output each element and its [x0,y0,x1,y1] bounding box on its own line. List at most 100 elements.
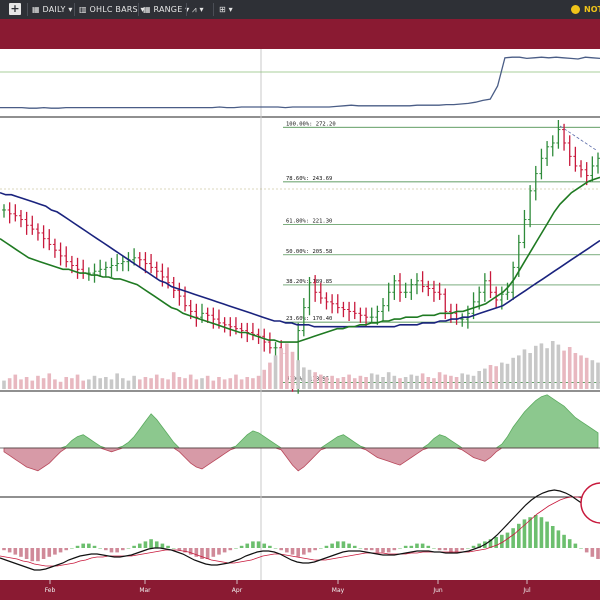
macd-histogram-bar [539,517,544,548]
volume-bar [562,350,566,389]
macd-histogram-bar [471,545,476,548]
volume-bar [381,377,385,389]
bars-icon: ▥ [79,5,90,14]
indicators-dropdown[interactable]: ⩘ ▾ [192,4,204,15]
macd-histogram-bar [194,548,199,557]
notifications-button[interactable]: NOT [571,2,600,17]
volume-bar [256,375,261,389]
macd-histogram-bar [415,543,419,548]
macd-histogram-bar [279,548,283,551]
volume-bar [341,377,346,389]
line-chart-icon: ⩘ [192,5,197,14]
macd-histogram-bar [341,541,346,548]
volume-bar [369,373,374,389]
macd-histogram-bar [87,543,91,548]
volume-bar [285,343,289,389]
macd-histogram-bar [13,548,18,555]
volume-bar [584,357,589,389]
fibonacci-level-label: 23.60%: 170.40 [286,316,332,322]
volume-bar [420,373,425,389]
volume-bar [115,373,119,389]
macd-histogram-bar [228,548,233,551]
range-dropdown[interactable]: ▦ RANGE ▾ [143,4,189,15]
chevron-down-icon: ▾ [65,5,73,14]
macd-histogram-bar [154,541,159,548]
volume-bar [36,375,40,389]
volume-bar [302,367,306,389]
layout-dropdown[interactable]: ⊞ ▾ [219,4,233,15]
macd-histogram-bar [466,548,470,549]
chevron-down-icon: ▾ [137,5,145,14]
volume-bar [104,377,108,389]
volume-bar [505,363,510,389]
macd-histogram-bar [70,548,74,549]
macd-histogram-bar [573,543,578,548]
volume-bar [386,372,391,389]
volume-bar [188,374,193,389]
macd-histogram-bar [268,545,272,548]
macd-histogram-bar [500,534,504,548]
volume-bar [7,378,12,389]
fibonacci-level-label: 61.80%: 221.30 [286,219,332,225]
macd-histogram-bar [528,517,532,548]
volume-bar [443,374,448,389]
volume-bar [24,377,29,389]
macd-histogram-bar [409,545,414,548]
slow-moving-average-line [0,191,600,328]
interval-dropdown[interactable]: ▦ DAILY ▾ [32,4,73,15]
momentum-pane [0,394,600,472]
macd-histogram-bar [302,548,306,555]
volume-bar [471,375,476,389]
macd-histogram-bar [596,548,600,559]
chart-type-label: OHLC BARS [89,5,138,14]
volume-bar [392,375,397,389]
fibonacci-level-label: 78.60%: 243.69 [286,176,332,182]
volume-bar [19,379,23,389]
add-chart-button[interactable]: + [9,2,21,15]
volume-bar [466,374,470,389]
chevron-down-icon: ▾ [185,5,190,14]
fibonacci-level-label: 0.00%: 138.95 [286,376,329,382]
volume-bar [415,375,419,389]
macd-histogram-bar [200,548,204,559]
chart-type-dropdown[interactable]: ▥ OHLC BARS ▾ [79,4,145,15]
macd-histogram-bar [381,548,385,553]
macd-histogram-bar [188,548,193,555]
volume-bar [228,378,233,389]
volume-bar [352,378,357,389]
range-label: RANGE [153,5,183,14]
volume-bar [528,353,532,389]
volume-bar [539,343,544,389]
momentum-positive-area [4,394,599,449]
macd-histogram-bar [392,548,397,551]
macd-histogram-bar [460,548,465,551]
macd-histogram-bar [386,548,391,553]
macd-histogram-bar [584,548,589,553]
macd-histogram-bar [245,543,250,548]
volume-bar [98,378,102,389]
volume-bar [347,374,351,389]
macd-histogram-bar [256,541,261,548]
volume-bar [579,355,583,389]
calendar-range-icon: ▦ [143,5,154,14]
macd-histogram-bar [579,548,583,549]
macd-histogram-bar [239,545,244,548]
volume-bar [154,374,159,389]
volume-bar [319,374,323,389]
volume-bar [477,371,481,389]
macd-line [0,489,600,571]
volume-bar [296,360,300,389]
volume-bar [437,372,442,389]
macd-histogram-bar [533,515,538,548]
macd-histogram-bar [364,548,368,551]
toolbar-divider [74,3,75,16]
macd-histogram-bar [454,548,459,553]
macd-histogram-bar [205,548,210,559]
trend-line [559,125,597,151]
volume-bar [177,377,182,389]
volume-bar [222,379,227,389]
macd-signal-line [0,496,600,567]
macd-histogram-bar [449,548,453,553]
macd-histogram-bar [398,548,402,549]
date-axis-bar [0,580,600,600]
